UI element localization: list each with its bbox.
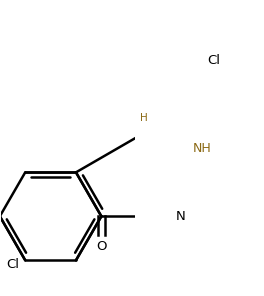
Text: O: O: [96, 240, 107, 253]
Text: NH: NH: [193, 142, 212, 155]
Text: H: H: [140, 113, 148, 123]
Text: N: N: [176, 210, 186, 223]
Text: Cl: Cl: [208, 54, 220, 67]
Text: Cl: Cl: [7, 258, 20, 271]
